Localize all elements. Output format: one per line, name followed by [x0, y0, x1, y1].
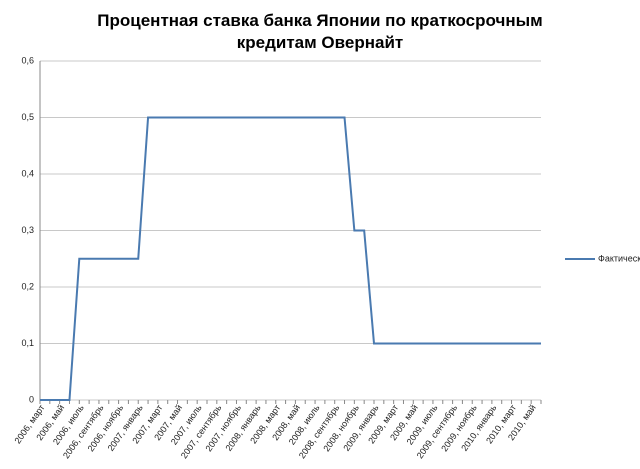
data-line: [40, 116, 541, 401]
y-tick-label: 0: [29, 394, 34, 404]
y-tick-label: 0,3: [21, 225, 34, 235]
y-tick-label: 0,5: [21, 112, 34, 122]
chart-title: Процентная ставка банка Японии по кратко…: [97, 11, 543, 52]
y-tick-label: 0,1: [21, 338, 34, 348]
y-tick-label: 0,6: [21, 55, 34, 65]
y-tick-label: 0,4: [21, 168, 34, 178]
y-tick-label: 0,2: [21, 281, 34, 291]
legend-label: Фактически: [598, 253, 640, 263]
